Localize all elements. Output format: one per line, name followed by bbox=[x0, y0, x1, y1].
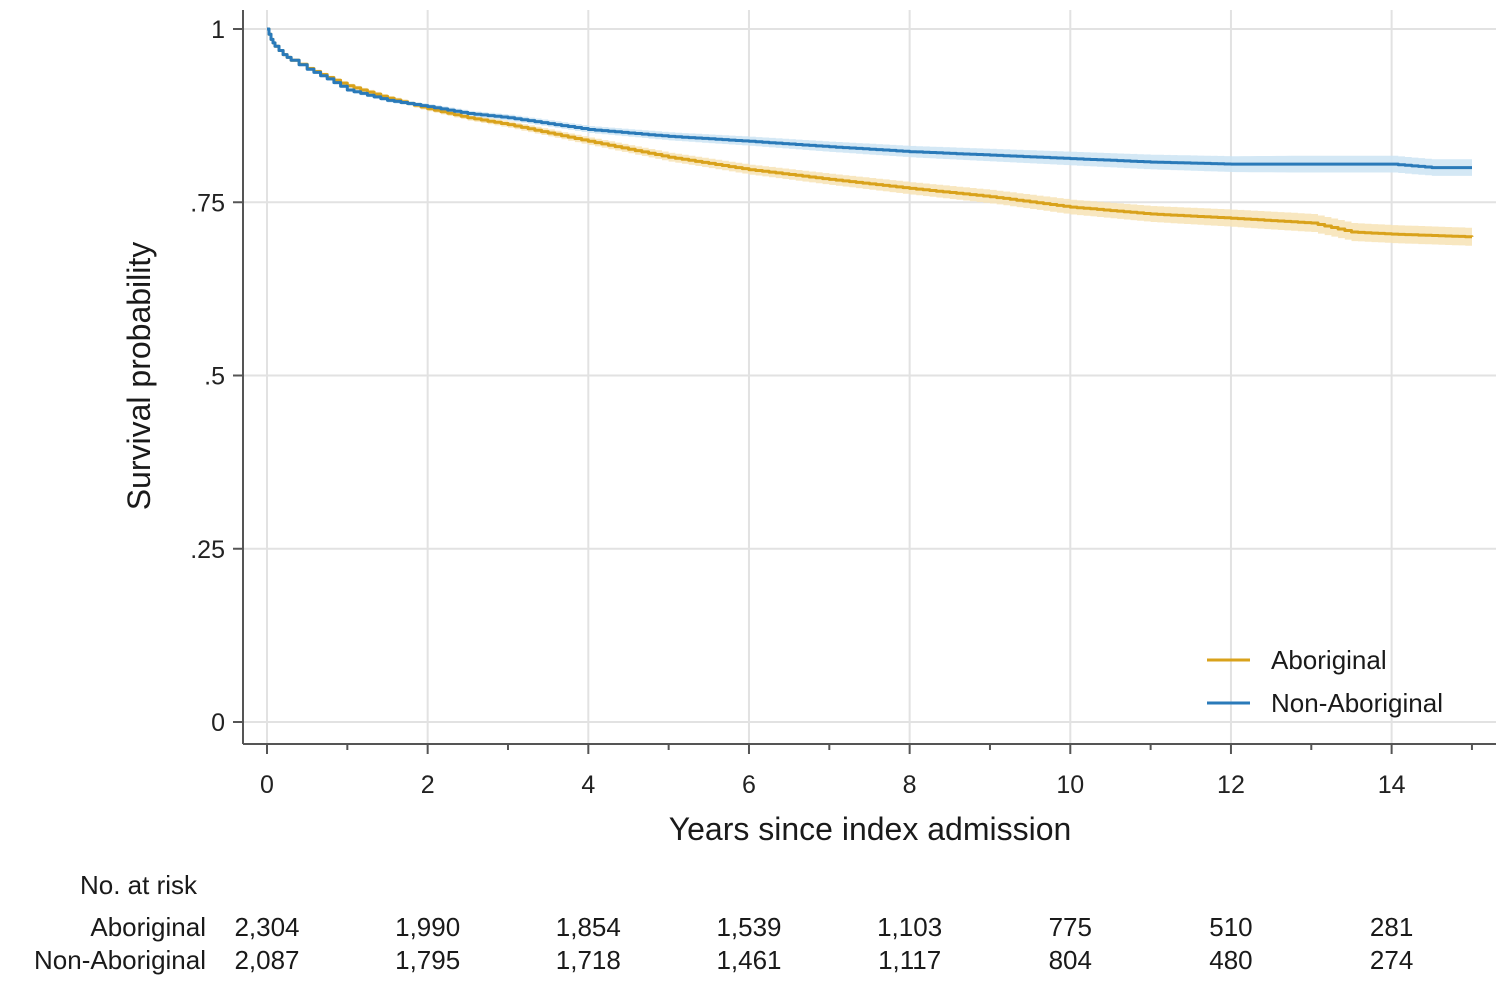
risk-row-label-aboriginal: Aboriginal bbox=[90, 912, 206, 942]
risk-value: 2,304 bbox=[234, 912, 299, 942]
y-axis-title: Survival probability bbox=[121, 242, 157, 511]
x-tick-label: 2 bbox=[421, 771, 435, 799]
confidence-bands bbox=[267, 29, 1472, 246]
x-tick-label: 8 bbox=[903, 771, 917, 799]
risk-value: 1,539 bbox=[716, 912, 781, 942]
x-tick-label: 14 bbox=[1378, 771, 1406, 799]
risk-table-title: No. at risk bbox=[80, 870, 198, 900]
risk-value: 1,795 bbox=[395, 945, 460, 975]
y-tick-label: .75 bbox=[190, 189, 225, 217]
risk-values: 2,304 1,990 1,854 1,539 1,103 775 510 281 2,087 1… bbox=[234, 912, 1413, 975]
x-tick-label: 0 bbox=[260, 771, 274, 799]
risk-value: 804 bbox=[1049, 945, 1092, 975]
x-tick-label: 6 bbox=[742, 771, 756, 799]
risk-value: 1,461 bbox=[716, 945, 781, 975]
risk-value: 1,103 bbox=[877, 912, 942, 942]
y-tick-label: .5 bbox=[204, 363, 225, 391]
risk-table: No. at risk Aboriginal Non-Aboriginal 2,… bbox=[34, 870, 1413, 975]
survival-line-aboriginal bbox=[267, 27, 1474, 239]
risk-value: 281 bbox=[1370, 912, 1413, 942]
grid-layer bbox=[243, 10, 1496, 744]
y-tick-label: 0 bbox=[211, 709, 225, 737]
risk-value: 274 bbox=[1370, 945, 1413, 975]
y-tick-label: .25 bbox=[190, 536, 225, 564]
x-tick-label: 12 bbox=[1217, 771, 1245, 799]
survival-line-non-aboriginal bbox=[267, 27, 1472, 170]
legend: Aboriginal Non-Aboriginal bbox=[1207, 645, 1443, 718]
risk-value: 1,990 bbox=[395, 912, 460, 942]
risk-value: 1,854 bbox=[556, 912, 621, 942]
ci-band-non-aboriginal bbox=[267, 29, 1472, 176]
risk-value: 1,117 bbox=[878, 945, 941, 975]
risk-value: 1,718 bbox=[556, 945, 621, 975]
y-tick-label: 1 bbox=[211, 16, 225, 44]
risk-value: 2,087 bbox=[234, 945, 299, 975]
risk-row-label-non-aboriginal: Non-Aboriginal bbox=[34, 945, 206, 975]
legend-label-non-aboriginal: Non-Aboriginal bbox=[1271, 688, 1443, 718]
legend-label-aboriginal: Aboriginal bbox=[1271, 645, 1387, 675]
risk-value: 480 bbox=[1209, 945, 1252, 975]
risk-value: 775 bbox=[1049, 912, 1092, 942]
risk-value: 510 bbox=[1209, 912, 1252, 942]
x-tick-label: 4 bbox=[581, 771, 595, 799]
survival-curves bbox=[267, 27, 1474, 239]
x-axis-title: Years since index admission bbox=[669, 811, 1072, 847]
ci-band-aboriginal bbox=[267, 29, 1472, 246]
x-tick-label: 10 bbox=[1056, 771, 1084, 799]
